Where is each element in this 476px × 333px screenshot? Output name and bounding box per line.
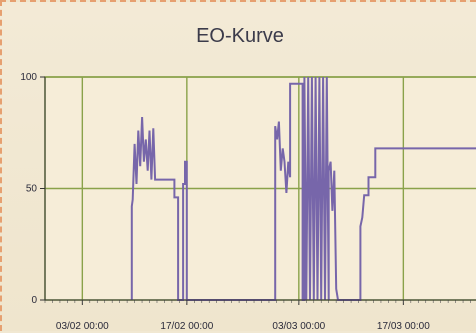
y-tick-label: 50 (26, 184, 38, 195)
x-tick-label: 17/02 00:00 (160, 321, 213, 332)
chart-title: EO-Kurve (196, 25, 284, 47)
x-tick-label: 17/03 00:00 (377, 321, 430, 332)
x-tick-label: 03/02 00:00 (56, 321, 109, 332)
y-tick-label: 0 (31, 295, 37, 306)
series-line (130, 76, 476, 301)
y-tick-label: 100 (20, 72, 37, 83)
x-tick-label: 03/03 00:00 (272, 321, 325, 332)
